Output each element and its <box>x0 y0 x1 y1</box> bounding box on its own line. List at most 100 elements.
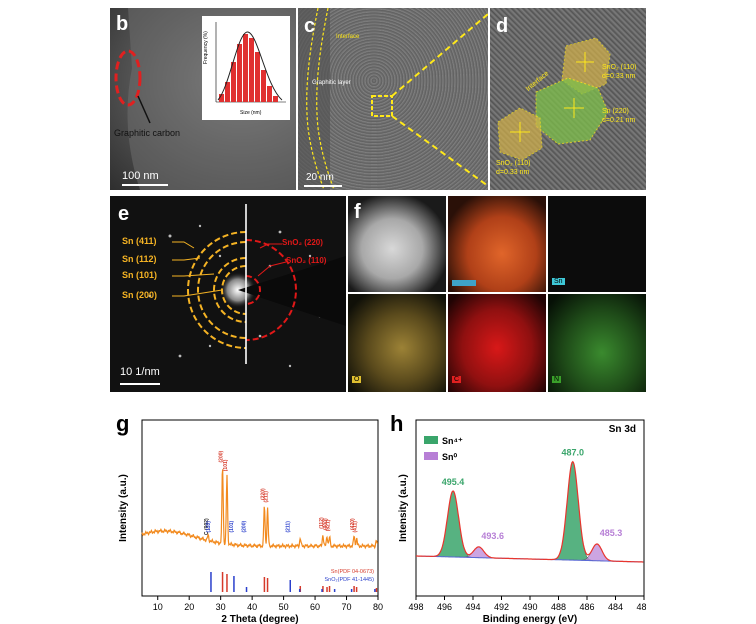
sno2-top-spacing: d=0.33 nm <box>602 73 636 80</box>
sno2-left-spacing: d=0.33 nm <box>496 169 530 176</box>
panel-label-h: h <box>390 411 404 436</box>
ring-sn-411 <box>187 231 247 349</box>
reference-legend: Sn(PDF 04-0673) <box>331 569 374 575</box>
map-tag-o: O <box>352 376 362 383</box>
peak-value-label: 493.6 <box>481 531 504 541</box>
x-tick-label: 498 <box>408 602 423 612</box>
peak-label: (110) <box>206 521 212 533</box>
x-tick-label: 80 <box>373 602 383 612</box>
y-axis-label: Intensity (a.u.) <box>118 474 129 542</box>
x-tick-label: 492 <box>494 602 509 612</box>
fit-envelope-line <box>416 460 644 563</box>
beam-stopper <box>238 256 346 326</box>
peak-label: (112) <box>319 517 325 529</box>
x-tick-label: 60 <box>310 602 320 612</box>
n-map: N <box>548 294 646 392</box>
xrd-pattern-line <box>141 469 379 550</box>
ring-label-sn-200: Sn (200) <box>122 290 158 300</box>
graphitic-carbon-label: Graphitic carbon <box>114 128 181 138</box>
inset-xlabel: Size (nm) <box>240 110 262 116</box>
sn-spacing: d=0.21 nm <box>602 117 636 124</box>
peak-label: (321) <box>326 519 332 531</box>
peak-label: (420) <box>350 518 356 530</box>
sn-rings <box>187 231 247 349</box>
ring-sn-101 <box>213 257 247 323</box>
peak-value-label: 485.3 <box>600 528 623 538</box>
histogram-bars <box>219 34 278 102</box>
legend-swatch <box>424 436 438 444</box>
ring-sn-112 <box>197 241 247 339</box>
panel-c-hrtem-image: c Interface Graphitic layer 20 nm <box>298 8 488 190</box>
graphitic-layer-label: Graphitic layer <box>312 80 351 86</box>
scale-label-e: 10 1/nm <box>120 366 160 378</box>
ring-label-sn-411: Sn (411) <box>122 236 157 246</box>
ring-sno2-220 <box>245 239 297 341</box>
hist-bar <box>261 70 266 102</box>
sn-plane: Sn (220) <box>602 108 629 115</box>
hist-bar <box>225 82 230 102</box>
map-tag-n: N <box>552 376 562 383</box>
panel-label-f: f <box>354 201 361 223</box>
peak-label: (101) <box>223 459 229 471</box>
x-tick-label: 40 <box>247 602 257 612</box>
gaussian-fit <box>217 31 283 101</box>
hist-bar <box>219 94 224 102</box>
chart-title: Sn 3d <box>609 424 636 435</box>
ring-sn-200 <box>221 265 247 315</box>
y-axis-label: Intensity (a.u.) <box>398 474 409 542</box>
reference-legend: SnO₂(PDF 41-1445) <box>324 577 374 583</box>
hist-bar <box>231 62 236 102</box>
sno2-left-plane: SnO₂ (110) <box>496 160 531 167</box>
panel-label-c: c <box>304 15 316 37</box>
map-tag-sn: Sn <box>552 278 565 285</box>
panel-label-e: e <box>118 203 130 225</box>
xps-chart: 498 496 494 492 490 488 486 484 482 Binding energ… <box>398 419 646 624</box>
sn-region <box>535 77 609 145</box>
ring-label-sno2-110: SnO₂ (110) <box>286 256 327 265</box>
peak-label: (211) <box>264 491 270 503</box>
legend-label: Sn⁴⁺ <box>442 436 463 446</box>
plot-frame <box>141 419 379 597</box>
peak-value-label: 487.0 <box>561 448 584 458</box>
scale-label-b: 100 nm <box>122 170 159 182</box>
peak-label: (411) <box>353 521 359 533</box>
sn-map: Sn <box>548 196 646 292</box>
ring-label-sn-101: Sn (101) <box>122 270 158 280</box>
peak-label: (220) <box>260 488 266 500</box>
peak-label: (211) <box>285 521 291 533</box>
x-tick-label: 30 <box>216 602 226 612</box>
peak-label: C (002) <box>204 518 210 535</box>
panel-label-d: d <box>496 15 509 37</box>
interface-line-inner <box>316 8 335 190</box>
zoom-line-top <box>391 13 488 97</box>
hist-bar <box>243 34 248 102</box>
peak-label: (200) <box>242 520 248 532</box>
x-tick-label: 490 <box>522 602 537 612</box>
hist-bar <box>237 44 242 102</box>
panel-label-g: g <box>116 411 130 436</box>
x-axis-label: 2 Theta (degree) <box>221 614 298 624</box>
panel-e-saed-pattern: e Sn (411) Sn (112) Sn (101) Sn (200) Sn… <box>110 196 346 392</box>
map-tag-c: C <box>452 376 462 383</box>
x-tick-label: 494 <box>465 602 480 612</box>
hist-bar <box>249 38 254 102</box>
legend-label: Sn⁰ <box>442 452 458 462</box>
annotation-arrow <box>137 95 151 124</box>
x-tick-label: 488 <box>551 602 566 612</box>
x-tick-label: 482 <box>636 602 646 612</box>
x-tick-label: 50 <box>279 602 289 612</box>
c-map: C <box>448 294 546 392</box>
peak-label: (400) <box>323 518 329 530</box>
interface-line-outer <box>306 8 325 190</box>
x-tick-label: 486 <box>579 602 594 612</box>
panel-d-lattice-image: d Interface SnO₂ (110) d=0.33 nm Sn (220… <box>490 8 646 190</box>
hist-bar <box>273 96 278 102</box>
hist-bar <box>255 52 260 102</box>
x-axis-label: Binding energy (eV) <box>483 614 577 624</box>
panel-label-b: b <box>116 13 129 35</box>
ring-label-sn-112: Sn (112) <box>122 254 157 264</box>
o-map: O <box>348 294 446 392</box>
sno2-top-plane: SnO₂ (110) <box>602 64 637 71</box>
overlay-map <box>448 196 546 292</box>
x-tick-label: 10 <box>153 602 163 612</box>
